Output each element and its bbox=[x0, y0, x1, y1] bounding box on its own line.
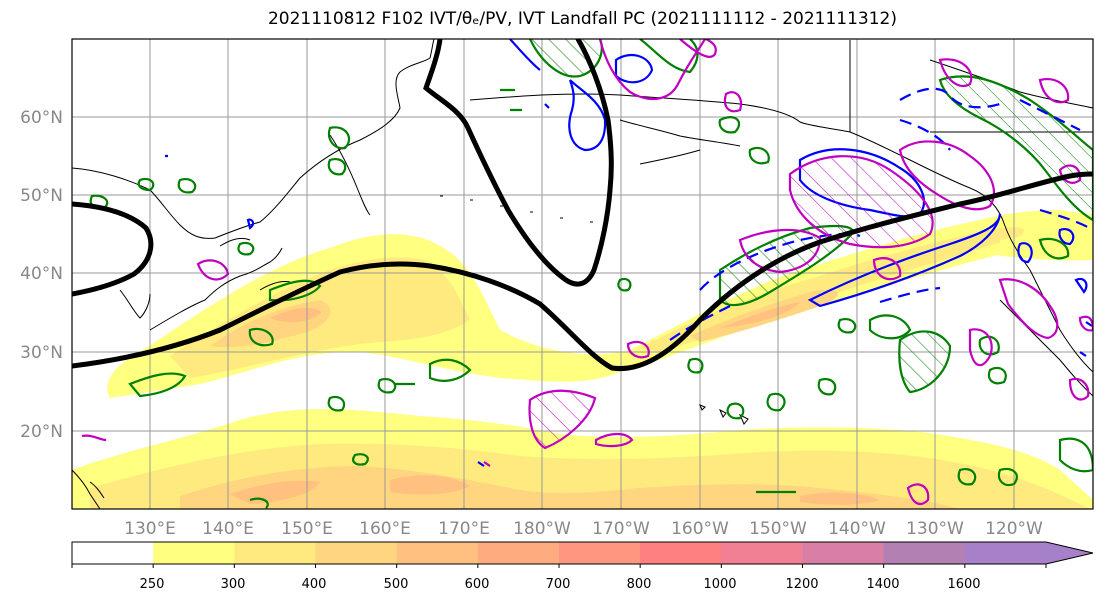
colorbar-segment bbox=[640, 542, 722, 564]
kamchatka-coast bbox=[329, 134, 371, 216]
lon-label: 150°E bbox=[281, 519, 333, 539]
hawaii bbox=[699, 404, 749, 425]
colorbar-segment bbox=[315, 542, 398, 564]
lon-label: 120°W bbox=[985, 519, 1043, 539]
lon-label: 170°W bbox=[592, 519, 650, 539]
lat-label: 40°N bbox=[20, 264, 63, 284]
colorbar-outline bbox=[71, 541, 1094, 565]
na-coast bbox=[849, 40, 1093, 373]
philippines bbox=[72, 469, 105, 509]
colorbar-ticks bbox=[71, 564, 1047, 568]
ivt-band-600 bbox=[270, 307, 322, 323]
colorbar-segment bbox=[721, 542, 803, 564]
lat-label: 50°N bbox=[20, 186, 63, 206]
lon-label: 140°W bbox=[828, 519, 886, 539]
coastlines bbox=[72, 39, 1093, 509]
lon-label: 150°W bbox=[749, 519, 807, 539]
lon-label: 160°W bbox=[671, 519, 729, 539]
ivt-band-south-500c bbox=[800, 492, 880, 505]
colorbar-tick-label: 800 bbox=[627, 577, 652, 592]
colorbar-segment bbox=[964, 542, 1093, 564]
colorbar-segment bbox=[153, 542, 235, 564]
colorbar-segment bbox=[72, 542, 154, 564]
korea-coast bbox=[119, 289, 151, 319]
colorbar-tick-label: 500 bbox=[384, 577, 409, 592]
ivt-band-600b bbox=[720, 302, 800, 328]
japan-coast bbox=[149, 237, 291, 331]
lon-label: 170°E bbox=[438, 519, 490, 539]
lon-label: 130°W bbox=[906, 519, 964, 539]
colorbar-tick-label: 1000 bbox=[703, 577, 736, 592]
map-area bbox=[72, 39, 1093, 509]
lon-label: 140°E bbox=[202, 519, 254, 539]
lat-label: 60°N bbox=[20, 108, 63, 128]
ivt-band-south-500b bbox=[390, 475, 470, 495]
colorbar-segments bbox=[72, 542, 1093, 564]
ivt-pc-contours bbox=[81, 39, 1093, 506]
colorbar-tick-labels: 250 300 400 500 600 700 800 1000 1200 14… bbox=[140, 577, 981, 592]
colorbar-tick-label: 600 bbox=[465, 577, 490, 592]
colorbar-segment bbox=[883, 542, 966, 564]
colorbar-tick-label: 1400 bbox=[866, 577, 899, 592]
lon-label: 130°E bbox=[124, 519, 176, 539]
colorbar-tick-label: 700 bbox=[546, 577, 571, 592]
colorbar-tick-label: 300 bbox=[221, 577, 246, 592]
ivt-band-south-400 bbox=[180, 466, 960, 509]
colorbar-segment bbox=[559, 542, 641, 564]
ivt-filled-contours bbox=[72, 210, 1093, 509]
theta-e-contours bbox=[165, 39, 1093, 467]
longitude-labels: 130°E 140°E 150°E 160°E 170°E 180°W 170°… bbox=[124, 519, 1043, 539]
ivt-band-250 bbox=[107, 210, 1093, 398]
mexico-coast bbox=[999, 299, 1093, 397]
lat-label: 30°N bbox=[20, 343, 63, 363]
lon-label: 180°W bbox=[513, 519, 571, 539]
jet-contours bbox=[72, 39, 1093, 372]
map-frame bbox=[71, 38, 1094, 510]
ivt-band-east bbox=[1000, 232, 1093, 261]
colorbar: 250 300 400 500 600 700 800 1000 1200 14… bbox=[71, 541, 1094, 592]
colorbar-tick-label: 1600 bbox=[947, 577, 980, 592]
alaska-coast bbox=[469, 93, 851, 165]
asia-coast bbox=[72, 39, 435, 239]
lon-label: 160°E bbox=[359, 519, 411, 539]
colorbar-segment bbox=[802, 542, 885, 564]
lat-label: 20°N bbox=[20, 422, 63, 442]
latitude-labels: 60°N 50°N 40°N 30°N 20°N bbox=[20, 108, 63, 442]
colorbar-segment bbox=[234, 542, 316, 564]
colorbar-segment bbox=[477, 542, 560, 564]
colorbar-tick-label: 400 bbox=[302, 577, 327, 592]
colorbar-tick-label: 250 bbox=[140, 577, 165, 592]
aleutian-dots bbox=[440, 195, 593, 223]
colorbar-tick-label: 1200 bbox=[785, 577, 818, 592]
colorbar-segment bbox=[396, 542, 479, 564]
map-title: 2021110812 F102 IVT/θₑ/PV, IVT Landfall … bbox=[267, 9, 898, 29]
